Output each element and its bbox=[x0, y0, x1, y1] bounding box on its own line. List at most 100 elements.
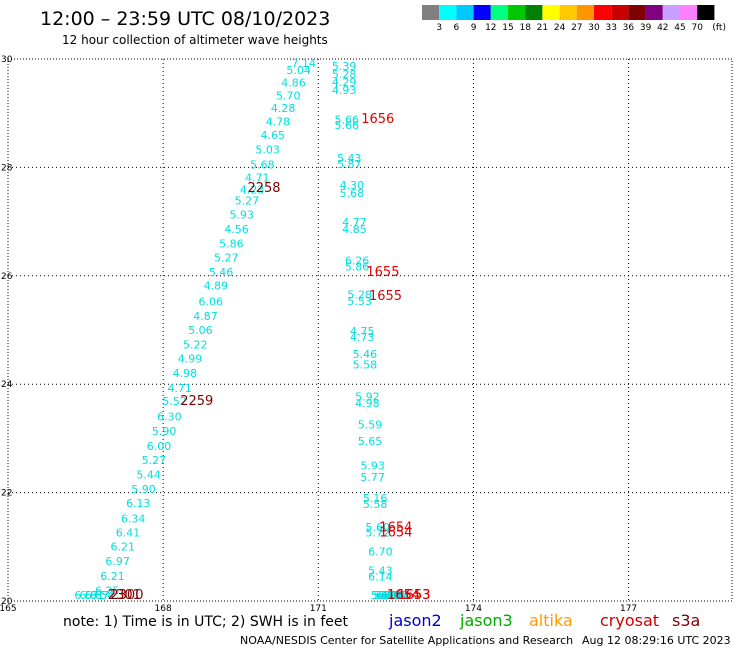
swh-value: 5.68 bbox=[340, 187, 365, 200]
swh-value: 6.97 bbox=[105, 555, 130, 568]
swh-value: 4.93 bbox=[332, 84, 357, 97]
swh-value: 6.91 bbox=[80, 589, 105, 602]
satellite-legend: jason2 jason3 altika cryosat s3a bbox=[388, 611, 700, 630]
swh-value: 5.27 bbox=[235, 194, 260, 207]
swh-value: 5.44 bbox=[136, 469, 161, 482]
swh-value: 5.87 bbox=[337, 158, 362, 171]
swh-value: 5.43 bbox=[368, 564, 393, 577]
swh-value: 5.53 bbox=[347, 295, 372, 308]
legend-jason2: jason2 bbox=[388, 611, 442, 630]
swh-value: 5.70 bbox=[276, 90, 301, 103]
colorbar-swatch bbox=[473, 5, 491, 20]
colorbar-swatch bbox=[611, 5, 629, 20]
swh-value: 5.66 bbox=[334, 119, 359, 132]
swh-value: 5.66 bbox=[373, 589, 398, 602]
swh-value: 5.65 bbox=[358, 435, 383, 448]
time-label: 2301 bbox=[108, 588, 141, 603]
swh-value: 5.16 bbox=[363, 492, 388, 505]
swh-value: 6.00 bbox=[376, 589, 401, 602]
swh-value: 6.25 bbox=[95, 584, 120, 597]
swh-value: 4.29 bbox=[332, 76, 357, 89]
time-label: 1653 bbox=[397, 588, 430, 603]
swh-value: 5.68 bbox=[250, 158, 275, 171]
colorbar-swatch bbox=[559, 5, 577, 20]
colorbar-swatch bbox=[594, 5, 612, 20]
y-tick-label: 20 bbox=[1, 597, 13, 607]
swh-value: 5.59 bbox=[358, 419, 383, 432]
swh-value: 5.27 bbox=[214, 252, 239, 265]
colorbar-label: 36 bbox=[623, 23, 635, 33]
swh-value: 5.77 bbox=[384, 589, 409, 602]
y-tick-label: 24 bbox=[1, 380, 13, 390]
colorbar-swatch bbox=[662, 5, 680, 20]
swh-value: 6.21 bbox=[111, 541, 136, 554]
colorbar-label: 24 bbox=[554, 23, 566, 33]
swh-value: 5.87 bbox=[373, 589, 398, 602]
swh-value: 6.87 bbox=[85, 589, 110, 602]
swh-value: 7.14 bbox=[292, 57, 317, 70]
time-label: 2300 bbox=[110, 588, 143, 603]
note-text: note: 1) Time is in UTC; 2) SWH is in fe… bbox=[63, 614, 349, 630]
swh-value: 5.06 bbox=[188, 324, 213, 337]
swh-value: 5.46 bbox=[209, 266, 234, 279]
swh-value: 4.86 bbox=[281, 77, 306, 90]
chart-title: 12:00 – 23:59 UTC 08/10/2023 bbox=[40, 8, 330, 30]
colorbar-swatch bbox=[456, 5, 474, 20]
swh-value: 6.26 bbox=[345, 254, 370, 267]
swh-value: 4.71 bbox=[167, 382, 192, 395]
swh-value: 4.75 bbox=[350, 325, 375, 338]
colorbar-label: 21 bbox=[537, 23, 548, 33]
colorbar-swatch bbox=[645, 5, 663, 20]
swh-value: 6.57 bbox=[74, 589, 99, 602]
time-label: 1655 bbox=[366, 265, 399, 280]
y-tick-label: 28 bbox=[1, 163, 13, 173]
swh-value: 5.58 bbox=[363, 498, 388, 511]
colorbar-unit: (ft) bbox=[712, 23, 726, 33]
time-label: 1653 bbox=[397, 588, 430, 603]
colorbar-swatch bbox=[439, 5, 457, 20]
colorbar-label: 45 bbox=[674, 23, 685, 33]
swh-value: 6.34 bbox=[121, 512, 146, 525]
plot-area: 165 168 171 174 177 20 22 24 26 28 30 7.145.044.86… bbox=[0, 55, 733, 614]
colorbar-swatch bbox=[628, 5, 646, 20]
time-label: 1654 bbox=[379, 526, 412, 541]
colorbar-legend: 3 6 9 12 15 18 21 24 27 30 33 36 39 42 45 70 (ft) bbox=[422, 5, 726, 33]
colorbar-swatch bbox=[697, 5, 715, 20]
swh-value: 5.39 bbox=[332, 60, 357, 73]
swh-value: 6.13 bbox=[126, 497, 151, 510]
colorbar-swatch bbox=[422, 5, 440, 20]
swh-value: 4.77 bbox=[342, 216, 367, 229]
colorbar-label: 9 bbox=[471, 23, 477, 33]
swh-value: 4.73 bbox=[350, 331, 375, 344]
colorbar-label: 3 bbox=[436, 23, 442, 33]
colorbar-swatch bbox=[490, 5, 508, 20]
legend-jason3: jason3 bbox=[459, 611, 513, 630]
swh-values: 7.145.044.865.704.284.784.655.035.684.71… bbox=[74, 57, 408, 602]
swh-value: 4.28 bbox=[271, 102, 296, 115]
colorbar-label: 39 bbox=[640, 23, 652, 33]
swh-value: 4.71 bbox=[245, 171, 270, 184]
swh-value: 5.86 bbox=[219, 238, 244, 251]
swh-value: 5.41 bbox=[371, 589, 396, 602]
swh-value: 6.21 bbox=[100, 570, 125, 583]
swh-value: 4.78 bbox=[266, 116, 291, 129]
colorbar-swatch bbox=[542, 5, 560, 20]
swh-value: 6.00 bbox=[147, 440, 172, 453]
swh-value: 5.04 bbox=[286, 64, 311, 77]
swh-value: 5.58 bbox=[353, 358, 378, 371]
swh-value: 6.10 bbox=[376, 589, 401, 602]
y-tick-label: 22 bbox=[1, 489, 12, 499]
swh-value: 5.46 bbox=[353, 348, 378, 361]
chart-subtitle: 12 hour collection of altimeter wave hei… bbox=[62, 33, 328, 47]
swh-value: 4.98 bbox=[355, 397, 380, 410]
colorbar-label: 70 bbox=[691, 23, 703, 33]
grid-lines bbox=[8, 59, 732, 601]
swh-value: 5.28 bbox=[332, 68, 357, 81]
swh-value: 5.72 bbox=[366, 527, 391, 540]
time-label: 1654 bbox=[379, 521, 412, 536]
swh-value: 6.23 bbox=[378, 589, 403, 602]
swh-value: 4.65 bbox=[261, 129, 286, 142]
swh-value: 5.52 bbox=[162, 395, 187, 408]
colorbar-swatch bbox=[680, 5, 698, 20]
